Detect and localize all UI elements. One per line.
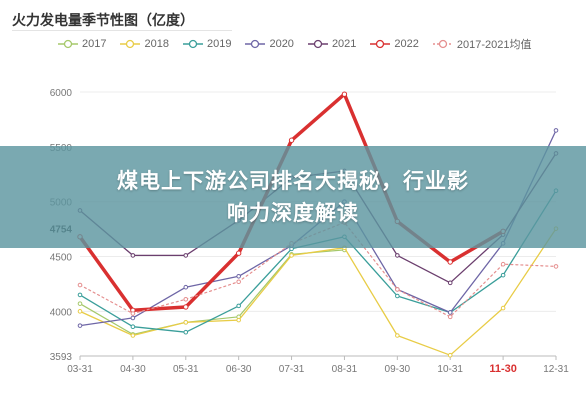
data-point <box>183 284 189 290</box>
data-point <box>130 253 136 258</box>
legend-marker-icon <box>370 39 391 49</box>
data-point <box>553 128 559 133</box>
data-point <box>447 352 453 358</box>
legend-label: 2022 <box>394 38 419 50</box>
data-point <box>500 261 506 267</box>
legend-label: 2018 <box>144 38 169 50</box>
x-tick-label: 10-31 <box>437 364 463 375</box>
chart-legend: 2017 2018 2019 2020 2021 2022 2017-2021均值 <box>58 36 532 52</box>
legend-label: 2017 <box>82 38 107 50</box>
legend-item[interactable]: 2022 <box>370 38 419 50</box>
title-divider <box>12 30 232 31</box>
y-tick-label: 4500 <box>50 253 73 264</box>
chart-title-unit: （亿度） <box>138 13 194 29</box>
data-point <box>447 314 453 320</box>
data-point <box>447 259 453 265</box>
legend-marker-icon <box>245 39 266 49</box>
x-tick-label: 11-30 <box>489 363 517 375</box>
legend-item[interactable]: 2017-2021均值 <box>432 36 532 52</box>
data-point <box>288 137 295 143</box>
x-tick-label: 07-31 <box>279 364 305 375</box>
data-point <box>130 333 136 338</box>
data-point <box>183 253 189 258</box>
data-point <box>183 296 189 302</box>
data-point <box>500 272 506 278</box>
data-point <box>236 317 241 323</box>
legend-marker-icon <box>307 39 328 49</box>
legend-item[interactable]: 2020 <box>245 38 294 50</box>
legend-label: 2019 <box>206 38 232 50</box>
data-point <box>395 287 400 292</box>
legend-item[interactable]: 2018 <box>120 38 169 50</box>
data-point <box>341 91 348 97</box>
headline-line-1: 煤电上下游公司排名大揭秘，行业影 <box>117 169 469 193</box>
legend-label: 2020 <box>269 38 294 50</box>
data-point <box>395 253 400 258</box>
data-point <box>77 292 83 298</box>
x-tick-label: 09-30 <box>385 364 411 375</box>
series-line-2017-2021均值 <box>79 221 557 318</box>
x-tick-label: 03-31 <box>67 364 93 375</box>
data-point <box>395 333 400 338</box>
data-point <box>447 280 453 286</box>
chart-title-text: 火力发电量季节性图 <box>12 13 138 29</box>
data-point <box>130 311 136 316</box>
data-point <box>77 282 83 288</box>
data-point <box>77 323 83 328</box>
legend-item[interactable]: 2021 <box>307 38 357 50</box>
data-point <box>77 301 83 306</box>
data-point <box>183 329 189 335</box>
headline-line-2: 响力深度解读 <box>227 201 359 225</box>
legend-label: 2021 <box>331 38 357 50</box>
data-point <box>236 279 241 285</box>
data-point <box>289 253 294 258</box>
data-point <box>500 305 506 311</box>
legend-item[interactable]: 2019 <box>182 38 232 50</box>
data-point <box>183 320 189 325</box>
legend-label: 2017-2021均值 <box>456 39 532 51</box>
x-tick-label: 08-31 <box>332 364 358 375</box>
x-tick-label: 05-31 <box>173 364 199 375</box>
y-tick-label: 4000 <box>50 307 73 318</box>
legend-item[interactable]: 2017 <box>58 38 106 50</box>
y-tick-label: 3593 <box>50 352 73 363</box>
chart-title: 火力发电量季节性图（亿度） <box>12 10 194 30</box>
data-point <box>183 304 189 310</box>
legend-marker-icon <box>120 39 141 49</box>
legend-marker-icon <box>182 39 203 49</box>
headline-banner: 煤电上下游公司排名大揭秘，行业影 响力深度解读 <box>0 146 586 248</box>
data-point <box>236 273 241 279</box>
data-point <box>77 309 83 314</box>
x-tick-label: 12-31 <box>543 364 569 375</box>
data-point <box>235 250 242 256</box>
data-point <box>395 293 400 299</box>
data-point <box>130 315 136 321</box>
data-point <box>236 303 241 309</box>
y-tick-label: 6000 <box>50 88 73 99</box>
data-point <box>553 264 559 269</box>
legend-marker-icon <box>432 39 453 49</box>
data-point <box>130 324 136 330</box>
x-tick-label: 04-30 <box>120 364 146 375</box>
data-point <box>447 310 453 315</box>
x-tick-label: 06-30 <box>226 364 252 375</box>
legend-marker-icon <box>58 39 78 49</box>
